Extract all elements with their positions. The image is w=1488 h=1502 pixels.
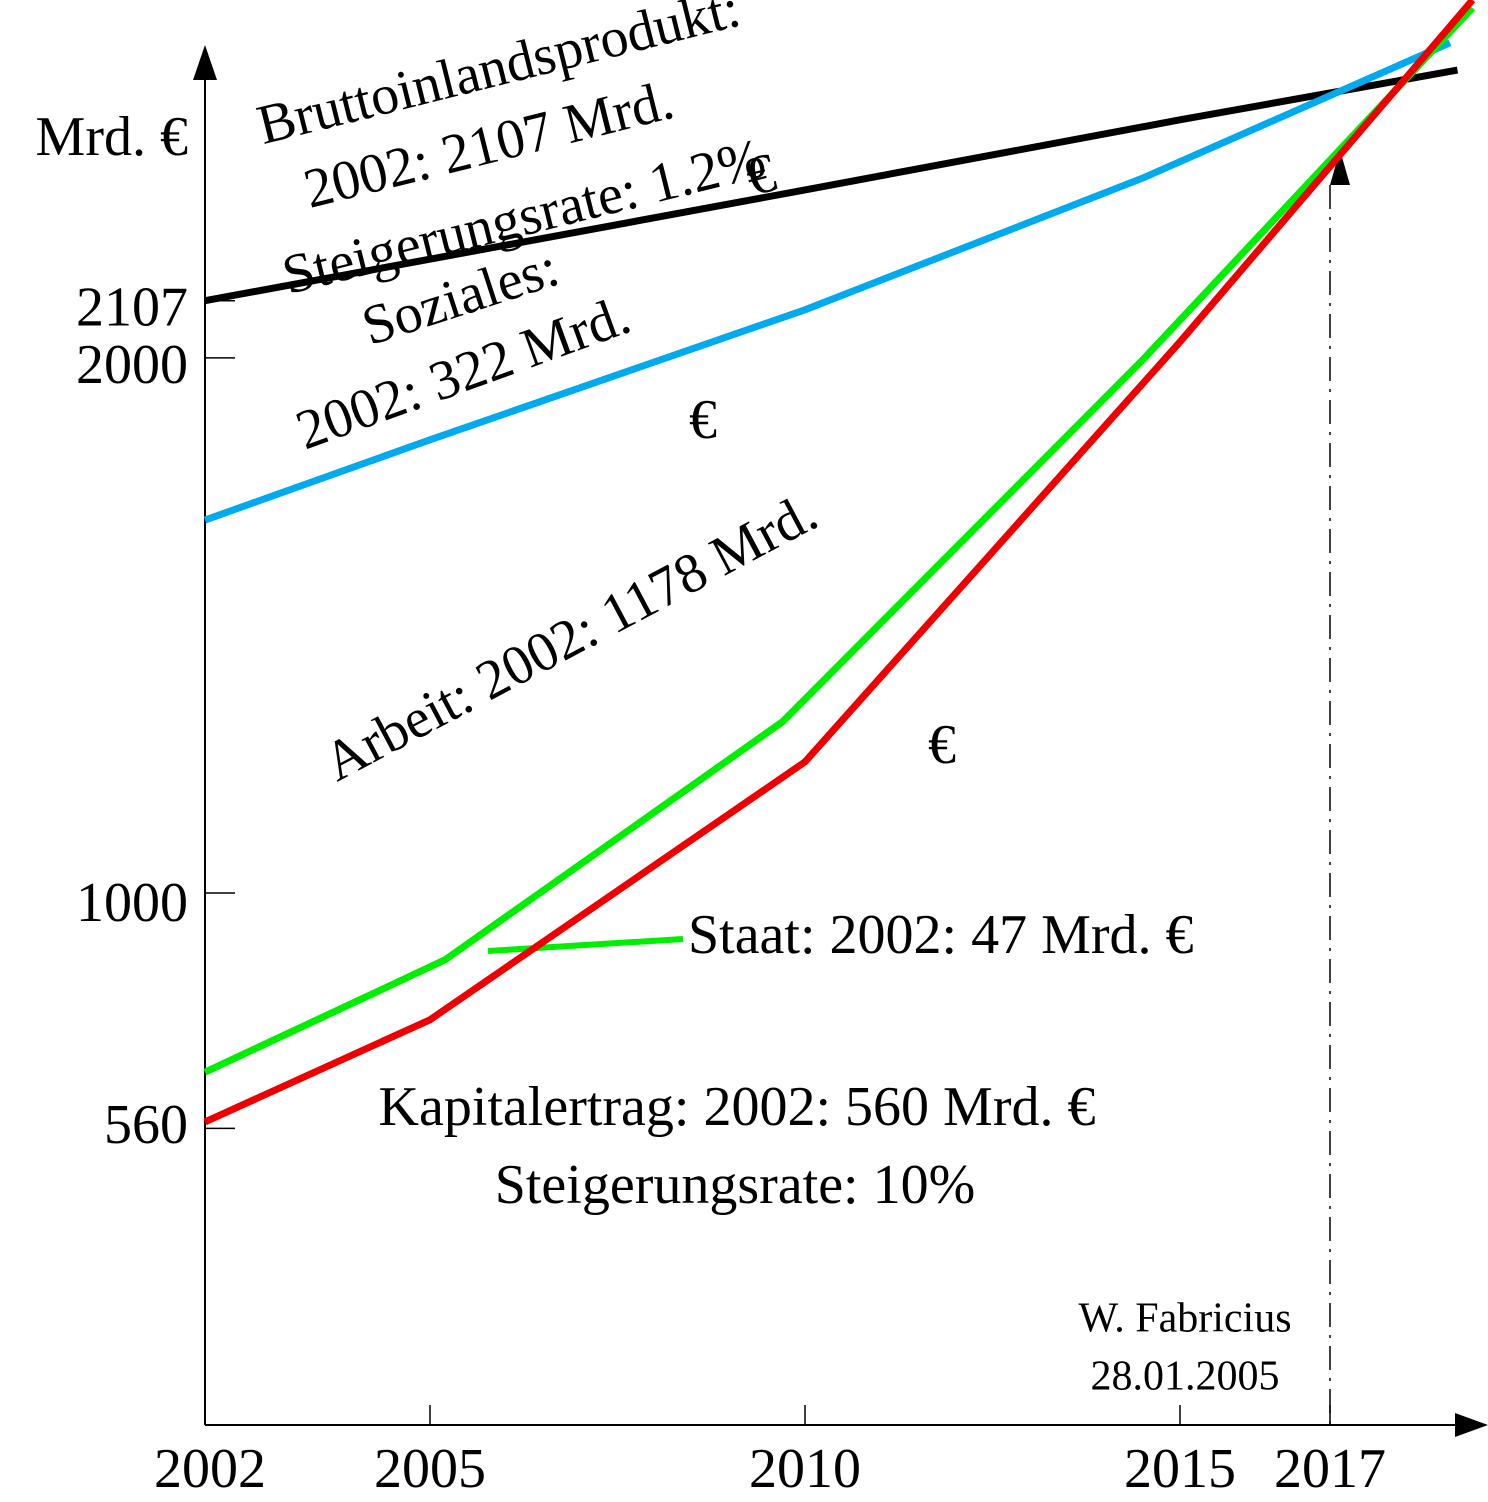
annotation: 28.01.2005 — [1091, 1354, 1280, 1400]
x-tick-label: 2017 — [1274, 1438, 1386, 1500]
staat-pointer — [487, 936, 684, 954]
y-tick-label: 1000 — [76, 872, 188, 934]
line-series — [203, 39, 1452, 524]
x-axis-arrow — [1455, 1413, 1488, 1437]
annotation: Staat: 2002: 47 Mrd. € — [688, 904, 1194, 966]
x-tick-label: 2002 — [154, 1438, 266, 1500]
y-axis-arrow — [193, 45, 217, 80]
annotation: € — [689, 389, 717, 451]
line-series — [204, 66, 1459, 305]
annotation: € — [928, 714, 956, 776]
y-tick-label: 2107 — [76, 277, 188, 339]
line-series — [203, 5, 1476, 1076]
x-tick-label: 2005 — [374, 1438, 486, 1500]
y-tick-label: 560 — [104, 1094, 188, 1156]
line-series — [203, 0, 1476, 1126]
y-axis-label: Mrd. € — [36, 106, 188, 168]
annotation: Steigerungsrate: 10% — [495, 1154, 976, 1216]
x-tick-label: 2015 — [1124, 1438, 1236, 1500]
annotation: Kapitalertrag: 2002: 560 Mrd. € — [379, 1076, 1096, 1138]
x-tick-label: 2010 — [749, 1438, 861, 1500]
marker-arrow — [1330, 150, 1350, 185]
y-tick-label: 2000 — [76, 334, 188, 396]
annotation: W. Fabricius — [1078, 1296, 1291, 1342]
